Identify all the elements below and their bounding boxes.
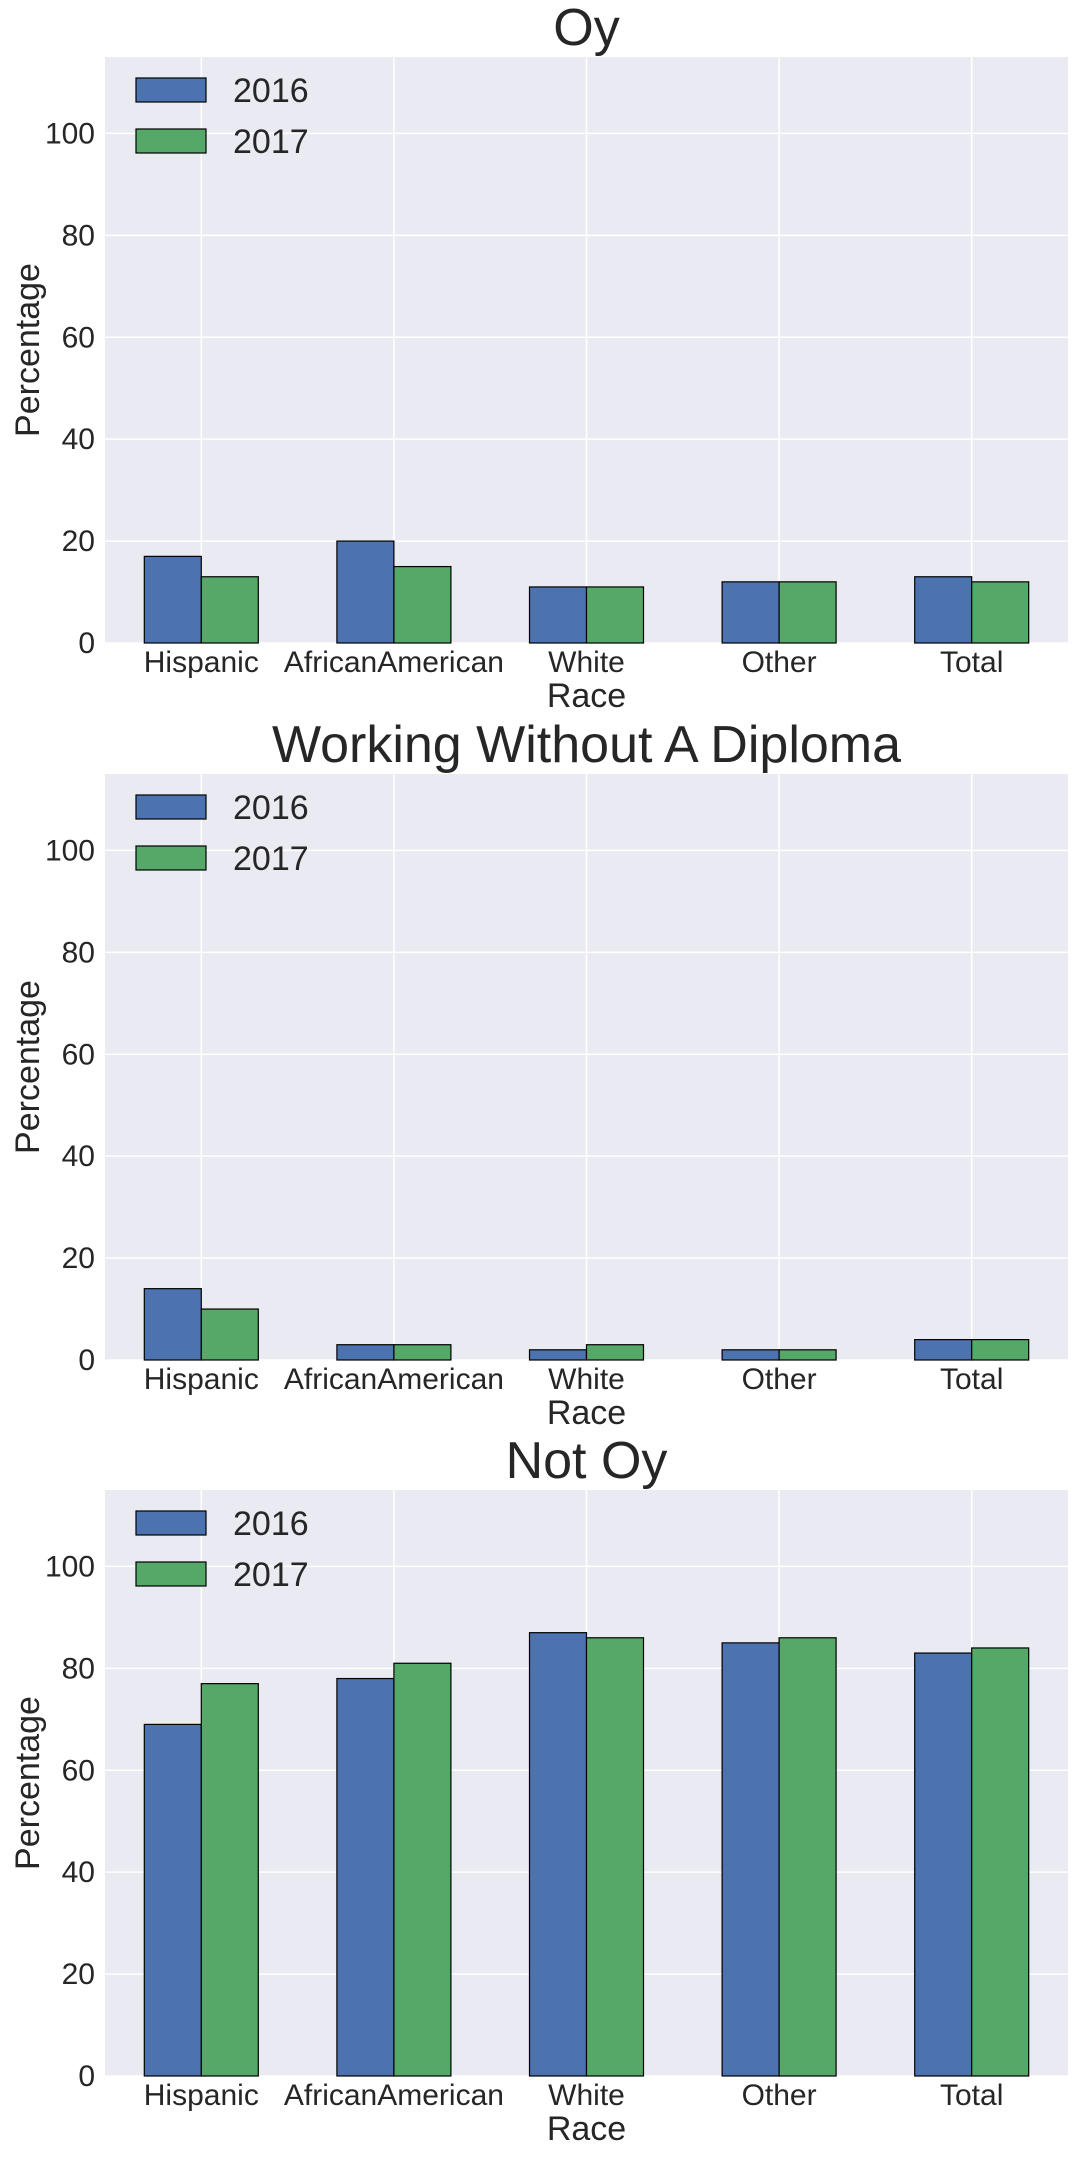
bar-2017-Other (778, 1637, 837, 2077)
bar-2017-Other (778, 1349, 837, 1361)
y-tick-label: 60 (62, 321, 95, 354)
bar-2017-Hispanic (200, 1308, 259, 1361)
y-tick-label: 20 (62, 1958, 95, 1991)
x-axis-label: Race (547, 677, 626, 715)
chart-title: Not Oy (506, 1432, 668, 1490)
x-axis-label: Race (547, 2110, 626, 2148)
chart-panel-3: 0 20 40 60 80 100 Hispanic AfricanAmerican White… (9, 1432, 1068, 2148)
y-tick-label: 0 (78, 2060, 95, 2093)
y-tick-label: 60 (62, 1038, 95, 1071)
legend-swatch-2016 (135, 794, 207, 820)
y-tick-label: 20 (62, 1242, 95, 1275)
x-tick-label: White (548, 646, 625, 679)
y-tick-label: 80 (62, 1652, 95, 1685)
y-tick-label: 100 (45, 1550, 95, 1583)
bar-2016-AfricanAmerican (336, 1677, 395, 2077)
bar-2016-Hispanic (143, 555, 202, 644)
x-tick-label: Total (940, 646, 1003, 679)
bar-2017-White (585, 1344, 645, 1361)
y-tick-label: 100 (45, 117, 95, 150)
x-tick-label: AfricanAmerican (284, 646, 504, 679)
legend-swatch-2017 (135, 1561, 207, 1587)
legend-swatch-2017 (135, 845, 207, 871)
y-tick-label: 80 (62, 219, 95, 252)
x-axis-label: Race (547, 1394, 626, 1432)
legend-label: 2017 (233, 123, 309, 161)
bar-2017-AfricanAmerican (393, 1662, 452, 2077)
bar-2016-Hispanic (143, 1723, 202, 2077)
x-tick-label: Hispanic (144, 1363, 259, 1396)
bar-2016-Hispanic (143, 1288, 202, 1361)
x-tick-label: Total (940, 1363, 1003, 1396)
bar-2016-Total (914, 1652, 973, 2077)
bar-2017-AfricanAmerican (393, 565, 452, 644)
bar-2017-Total (971, 1647, 1030, 2077)
legend-label: 2016 (233, 1505, 309, 1543)
chart-title: Working Without A Diploma (272, 716, 901, 774)
bar-2017-White (585, 586, 645, 644)
chart-panel-1: 0 20 40 60 80 100 Hispanic AfricanAmerican White… (9, 0, 1068, 715)
legend-swatch-2017 (135, 128, 207, 154)
y-tick-label: 20 (62, 525, 95, 558)
legend-label: 2017 (233, 840, 309, 878)
chart-panel-2: 0 20 40 60 80 100 Hispanic AfricanAmerican White… (9, 716, 1068, 1432)
y-tick-label: 40 (62, 1856, 95, 1889)
y-tick-label: 40 (62, 423, 95, 456)
bar-2017-Total (971, 1339, 1030, 1361)
x-tick-label: White (548, 1363, 625, 1396)
y-tick-label: 0 (78, 627, 95, 660)
bar-2016-White (528, 1632, 588, 2077)
legend: 2016 2017 (135, 789, 309, 878)
bar-2016-AfricanAmerican (336, 1344, 395, 1361)
bar-2016-AfricanAmerican (336, 540, 395, 644)
bar-2017-Other (778, 581, 837, 644)
bar-2017-Hispanic (200, 576, 259, 644)
bar-2016-Total (914, 576, 973, 644)
bar-2016-Total (914, 1339, 973, 1361)
legend-label: 2016 (233, 789, 309, 827)
legend: 2016 2017 (135, 1505, 309, 1594)
bar-2016-Other (721, 1642, 780, 2077)
bar-2017-Total (971, 581, 1030, 644)
legend-label: 2016 (233, 72, 309, 110)
x-tick-label: Other (742, 1363, 817, 1396)
x-tick-label: Total (940, 2079, 1003, 2112)
x-tick-label: AfricanAmerican (284, 2079, 504, 2112)
bar-2016-White (528, 1349, 588, 1361)
x-tick-label: AfricanAmerican (284, 1363, 504, 1396)
legend: 2016 2017 (135, 72, 309, 161)
legend-swatch-2016 (135, 77, 207, 103)
x-tick-label: Hispanic (144, 646, 259, 679)
x-tick-label: Hispanic (144, 2079, 259, 2112)
bar-2016-Other (721, 581, 780, 644)
legend-label: 2017 (233, 1556, 309, 1594)
y-axis-label: Percentage (9, 1696, 47, 1870)
bar-2017-White (585, 1637, 645, 2077)
x-tick-label: Other (742, 2079, 817, 2112)
bar-2016-Other (721, 1349, 780, 1361)
chart-title: Oy (553, 0, 619, 57)
y-tick-label: 80 (62, 936, 95, 969)
x-tick-label: White (548, 2079, 625, 2112)
y-axis-label: Percentage (9, 263, 47, 437)
y-tick-label: 100 (45, 834, 95, 867)
x-tick-label: Other (742, 646, 817, 679)
bar-2017-AfricanAmerican (393, 1344, 452, 1361)
bar-2016-White (528, 586, 588, 644)
y-tick-label: 60 (62, 1754, 95, 1787)
y-tick-label: 40 (62, 1140, 95, 1173)
legend-swatch-2016 (135, 1510, 207, 1536)
y-tick-label: 0 (78, 1344, 95, 1377)
y-axis-label: Percentage (9, 980, 47, 1154)
bar-2017-Hispanic (200, 1683, 259, 2077)
